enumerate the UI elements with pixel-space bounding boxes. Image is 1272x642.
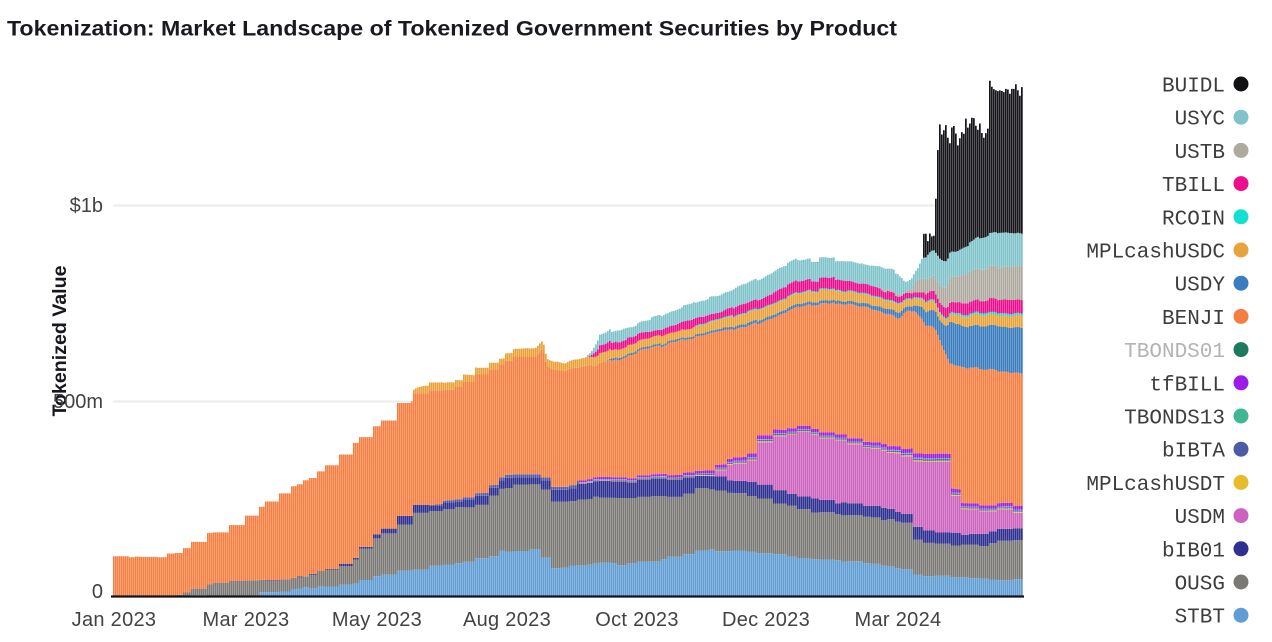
svg-text:tfBILL: tfBILL (1149, 374, 1225, 397)
svg-text:500m: 500m (53, 391, 103, 413)
svg-text:USYC: USYC (1175, 109, 1225, 132)
svg-text:$1b: $1b (70, 195, 103, 217)
svg-text:bIB01: bIB01 (1162, 540, 1225, 563)
svg-text:RCOIN: RCOIN (1162, 208, 1225, 231)
svg-text:Tokenization: Market Landscape: Tokenization: Market Landscape of Tokeni… (7, 17, 897, 41)
svg-text:Dec 2023: Dec 2023 (722, 609, 810, 631)
svg-text:STBT: STBT (1175, 607, 1225, 630)
svg-text:0: 0 (92, 581, 103, 603)
svg-text:TBONDS01: TBONDS01 (1124, 341, 1225, 364)
svg-text:USDM: USDM (1175, 507, 1225, 530)
svg-text:Mar 2024: Mar 2024 (855, 609, 942, 631)
svg-text:BENJI: BENJI (1162, 308, 1225, 331)
svg-text:TBILL: TBILL (1162, 175, 1225, 198)
svg-text:USDY: USDY (1175, 275, 1226, 298)
svg-text:MPLcashUSDT: MPLcashUSDT (1086, 474, 1225, 497)
svg-text:Aug 2023: Aug 2023 (463, 609, 551, 631)
svg-text:bIBTA: bIBTA (1162, 441, 1225, 464)
svg-text:Mar 2023: Mar 2023 (203, 609, 290, 631)
svg-text:May 2023: May 2023 (332, 609, 422, 631)
svg-text:Oct 2023: Oct 2023 (595, 609, 679, 631)
svg-text:Tokenized Value: Tokenized Value (49, 265, 71, 416)
svg-text:TBONDS13: TBONDS13 (1124, 408, 1225, 431)
svg-text:BUIDL: BUIDL (1162, 76, 1225, 99)
svg-text:Jan 2023: Jan 2023 (72, 609, 157, 631)
svg-text:USTB: USTB (1175, 142, 1225, 165)
svg-text:OUSG: OUSG (1175, 574, 1225, 597)
svg-text:MPLcashUSDC: MPLcashUSDC (1086, 242, 1225, 265)
